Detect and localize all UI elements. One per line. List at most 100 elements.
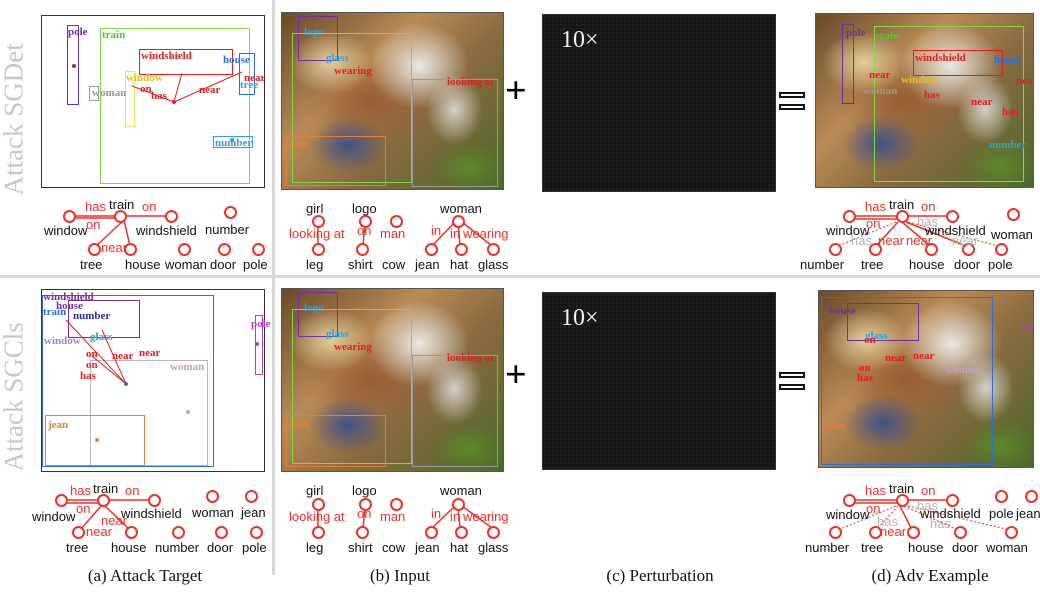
rel-near-1: near xyxy=(244,72,266,84)
graph-a-top-pred: on xyxy=(142,199,157,214)
rel-near-2: near xyxy=(139,347,161,359)
graph-d-top-pred: has xyxy=(865,199,886,214)
adv-box-label-woman: woman xyxy=(863,85,898,97)
adv-rel-near-2: near xyxy=(913,350,935,362)
graph-b-top-label: glass xyxy=(478,257,509,272)
graph-a-bottom-node xyxy=(125,526,138,539)
box-woman xyxy=(90,360,208,466)
box-label-train: train xyxy=(43,306,67,318)
graph-b-top-label: woman xyxy=(440,201,482,216)
box-label-glass: glass xyxy=(90,331,113,343)
attack-target-panel-top: pole train windshield house tree window … xyxy=(41,15,265,188)
graph-d-bottom-node xyxy=(995,490,1008,503)
graph-a-bottom-pred: on xyxy=(125,483,140,498)
graph-a-top-node-windshield xyxy=(165,210,178,223)
box-train xyxy=(42,295,214,467)
graph-d-top-label: train xyxy=(889,197,915,212)
graph-a-bottom-node xyxy=(206,490,219,503)
input-box-label-wearing: wearing xyxy=(334,65,372,77)
graph-b-bottom-label: leg xyxy=(306,540,324,555)
graph-a-bottom-label: jean xyxy=(241,505,266,520)
attack-target-panel-bottom: windshield house train number glass wind… xyxy=(41,289,271,472)
graph-b-top-pred: in xyxy=(431,223,442,238)
graph-d-bottom-label: tree xyxy=(861,540,884,555)
graph-a-bottom-node xyxy=(97,494,110,507)
box-windshield xyxy=(139,49,233,75)
input-box-woman xyxy=(292,309,412,464)
graph-d-bottom-node xyxy=(896,494,909,507)
graph-d-bottom-label: window xyxy=(826,507,870,522)
graph-a-top-node-woman xyxy=(178,243,191,256)
box-label-house: house xyxy=(56,300,83,312)
adv-box-windshield xyxy=(913,50,1003,76)
input-box-cow xyxy=(412,79,498,187)
graph-d-bottom-pred: has xyxy=(865,483,886,498)
equals-sign-bottom xyxy=(779,372,805,392)
graph-a-bottom-pred: near xyxy=(86,524,113,539)
rel-near-2: near xyxy=(199,84,221,96)
graph-d-bottom-label: train xyxy=(889,481,915,496)
adv-box-label-glass: glass xyxy=(865,330,888,342)
graph-a-top-label: tree xyxy=(80,257,103,272)
graph-d-top-pred: on xyxy=(921,199,936,214)
graph-b-bottom-pred: in xyxy=(431,506,442,521)
box-label-pole: pole xyxy=(251,318,271,330)
input-box-jean xyxy=(286,415,386,467)
graph-a-top-label: house xyxy=(125,257,161,272)
box-label-train: train xyxy=(102,29,126,41)
adv-photo-top: pole train windshield house window woman… xyxy=(815,13,1034,188)
graph-d-bottom-node xyxy=(954,526,967,539)
input-box-label-wearing: wearing xyxy=(334,341,372,353)
graph-a-bottom-label: windshield xyxy=(121,506,182,521)
box-label-house: house xyxy=(223,54,250,66)
input-box-label-looking-at: looking at xyxy=(447,76,494,88)
graph-a-bottom-node xyxy=(72,526,85,539)
graph-a-top-label: train xyxy=(109,197,135,212)
input-photo-top: logo glass wearing looking at jean xyxy=(281,12,504,190)
graph-d-top-pred-dashed: near xyxy=(952,233,979,248)
graph-b-bottom-label: jean xyxy=(415,540,440,555)
graph-d-bottom-node xyxy=(829,526,842,539)
graph-b-top-label: jean xyxy=(415,257,440,272)
graph-a-bottom-node xyxy=(55,494,68,507)
caption-attack-target: (a) Attack Target xyxy=(87,566,203,585)
graph-d-bottom-node xyxy=(946,494,959,507)
graph-a-top-node-number xyxy=(224,206,237,219)
graph-a-bottom-label: house xyxy=(111,540,147,555)
graph-d-top-label: pole xyxy=(988,257,1013,272)
adv-box-train xyxy=(821,297,993,465)
graph-d-top-node xyxy=(1007,208,1020,221)
graph-a-bottom-node xyxy=(245,490,258,503)
input-box-label-looking-at: looking at xyxy=(447,352,494,364)
graph-d-bottom-pred-dashed: has xyxy=(917,498,938,513)
graph-a-bottom-pred: has xyxy=(70,483,91,498)
rel-on-1: on xyxy=(86,348,98,360)
input-box-label-logo: logo xyxy=(304,26,324,38)
graph-a-bottom-node xyxy=(215,526,228,539)
equals-sign-top xyxy=(779,92,805,112)
graph-b-bottom-node xyxy=(455,526,468,539)
graph-b-bottom-node xyxy=(425,526,438,539)
graph-a-top-pred: near xyxy=(101,240,128,255)
adv-box-label-pole: pole xyxy=(846,27,866,39)
box-window xyxy=(125,71,135,127)
adv-box-label-house: house xyxy=(829,305,856,317)
rel-has: has xyxy=(151,90,167,102)
graph-d-top-label: door xyxy=(954,257,981,272)
graph-b-top-pred: on xyxy=(357,223,372,238)
adv-box-label-jean: jean xyxy=(825,420,846,432)
input-box-logo xyxy=(298,16,338,61)
adv-box-label-woman: woman xyxy=(945,364,980,376)
graph-b-bottom-label: glass xyxy=(478,540,509,555)
graph-d-top-node xyxy=(869,243,882,256)
graph-d-bottom-pred-dashed: has xyxy=(930,516,951,531)
graph-d-bottom-node xyxy=(843,494,856,507)
input-box-woman xyxy=(292,33,412,183)
perturbation-scale-top: 10× xyxy=(561,27,599,53)
graph-d-top-label: house xyxy=(909,257,945,272)
graph-b-top-pred: in xyxy=(450,226,461,241)
graph-b-top-pred: looking at xyxy=(289,226,345,241)
adv-rel-has-2: has xyxy=(1002,106,1018,118)
graph-d-top-node xyxy=(962,243,975,256)
graph-a-top-pred: on xyxy=(86,217,101,232)
